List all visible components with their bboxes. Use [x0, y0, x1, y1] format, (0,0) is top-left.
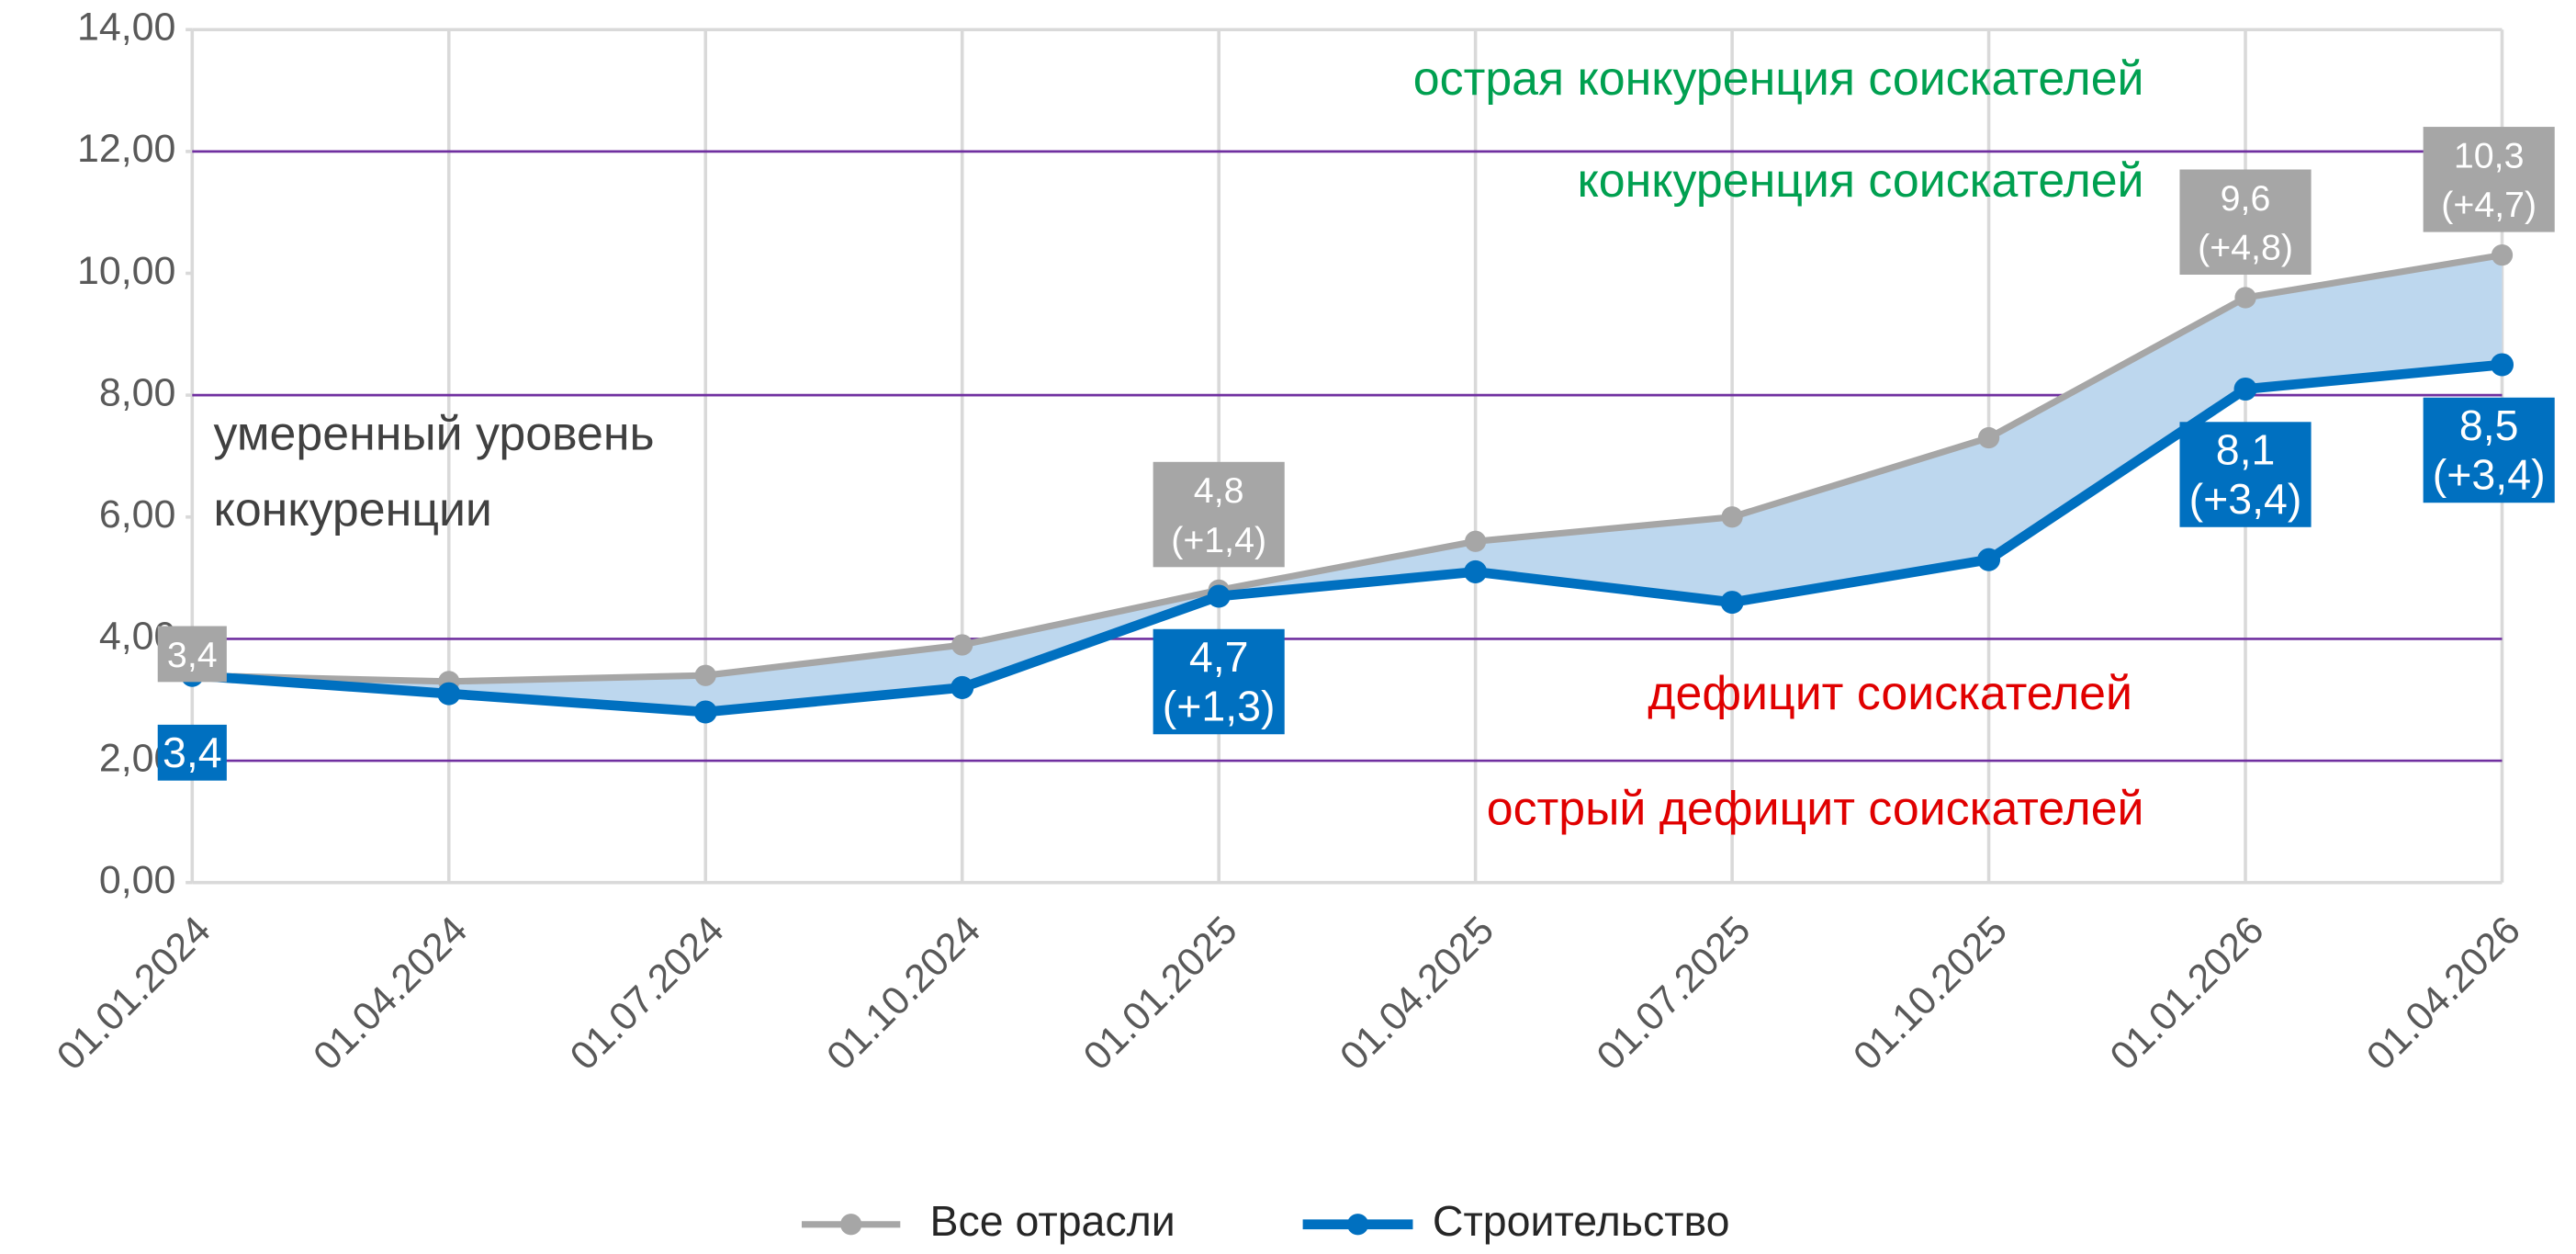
annotation: конкуренции	[214, 482, 492, 536]
legend-label: Строительство	[1433, 1197, 1730, 1245]
annotation: умеренный уровень	[214, 407, 655, 460]
series-line	[191, 359, 2503, 717]
point	[2233, 377, 2257, 401]
data-label-box	[2423, 397, 2555, 503]
data-label-text: (+4,8)	[2198, 228, 2293, 268]
legend-marker	[1346, 1214, 1369, 1236]
point	[694, 664, 716, 686]
point	[951, 634, 973, 656]
data-label: 3,4	[157, 626, 227, 683]
y-tick-label: 8,00	[99, 370, 176, 414]
data-label-text: 9,6	[2221, 178, 2271, 219]
data-label: 8,1(+3,4)	[2179, 422, 2312, 527]
x-tick-label: 01.01.2025	[1075, 908, 1246, 1079]
data-label-box	[1153, 628, 1285, 735]
x-tick-label: 01.04.2025	[1332, 908, 1502, 1079]
x-tick-label: 01.07.2025	[1589, 908, 1760, 1079]
data-label: 8,5(+3,4)	[2423, 397, 2555, 503]
data-label-text: (+4,7)	[2441, 185, 2537, 225]
point	[2234, 287, 2256, 309]
point	[437, 682, 461, 706]
x-tick-label: 01.10.2024	[818, 908, 989, 1079]
x-tick-label: 01.04.2026	[2358, 908, 2529, 1079]
data-label: 4,8 (+1,4)	[1153, 461, 1285, 568]
data-label-box	[157, 724, 227, 781]
data-label-text: (+3,4)	[2433, 451, 2546, 499]
data-label-box	[1153, 461, 1285, 568]
legend-marker	[840, 1214, 862, 1236]
annotation: острая конкуренция соискателей	[1413, 51, 2144, 105]
point	[1207, 584, 1231, 608]
data-label-text: 3,4	[167, 635, 218, 675]
data-label: 10,3 (+4,7)	[2423, 127, 2555, 232]
point	[1464, 559, 1488, 583]
y-tick-label: 6,00	[99, 492, 176, 537]
difference-area	[192, 254, 2503, 712]
x-tick-label: 01.07.2024	[562, 908, 733, 1079]
data-label-text: 8,5	[2459, 401, 2519, 449]
x-tick-label: 01.04.2024	[305, 908, 476, 1079]
y-tick-label: 12,00	[77, 127, 175, 171]
data-label: 4,7(+1,3)	[1153, 628, 1285, 735]
data-label-text: 4,8	[1194, 470, 1244, 511]
annotation: дефицит соискателей	[1648, 666, 2132, 719]
data-label-box	[2179, 169, 2312, 275]
y-tick-label: 14,00	[77, 6, 175, 50]
data-label-text: 10,3	[2454, 135, 2525, 175]
series-line	[192, 252, 2503, 685]
data-label-text: 8,1	[2216, 426, 2276, 474]
annotation: конкуренция соискателей	[1578, 153, 2144, 207]
data-label: 3,4	[157, 724, 227, 781]
data-label-box	[2423, 127, 2555, 232]
point	[1465, 530, 1487, 552]
point	[1721, 506, 1743, 528]
data-label-text: (+1,4)	[1171, 520, 1266, 560]
point	[693, 700, 717, 724]
point	[2490, 353, 2514, 377]
point	[1977, 548, 2001, 571]
data-label-box	[2179, 422, 2312, 527]
point	[2491, 243, 2514, 266]
data-label: 9,6 (+4,8)	[2179, 169, 2312, 275]
point	[1977, 426, 2000, 449]
x-tick-label: 01.01.2026	[2102, 908, 2273, 1079]
point	[951, 675, 974, 699]
x-tick-label: 01.01.2024	[49, 908, 219, 1079]
data-label-box	[157, 626, 227, 683]
data-label-text: 3,4	[163, 729, 222, 776]
data-label-text: 4,7	[1189, 633, 1249, 681]
data-label-text: (+3,4)	[2189, 475, 2302, 523]
point	[1720, 591, 1744, 615]
data-label-text: (+1,3)	[1163, 683, 1276, 730]
legend-label: Все отрасли	[930, 1197, 1176, 1245]
x-tick-label: 01.10.2025	[1845, 908, 2016, 1079]
y-tick-label: 0,00	[99, 858, 176, 902]
annotation: острый дефицит соискателей	[1487, 781, 2144, 834]
y-tick-label: 10,00	[77, 249, 175, 293]
